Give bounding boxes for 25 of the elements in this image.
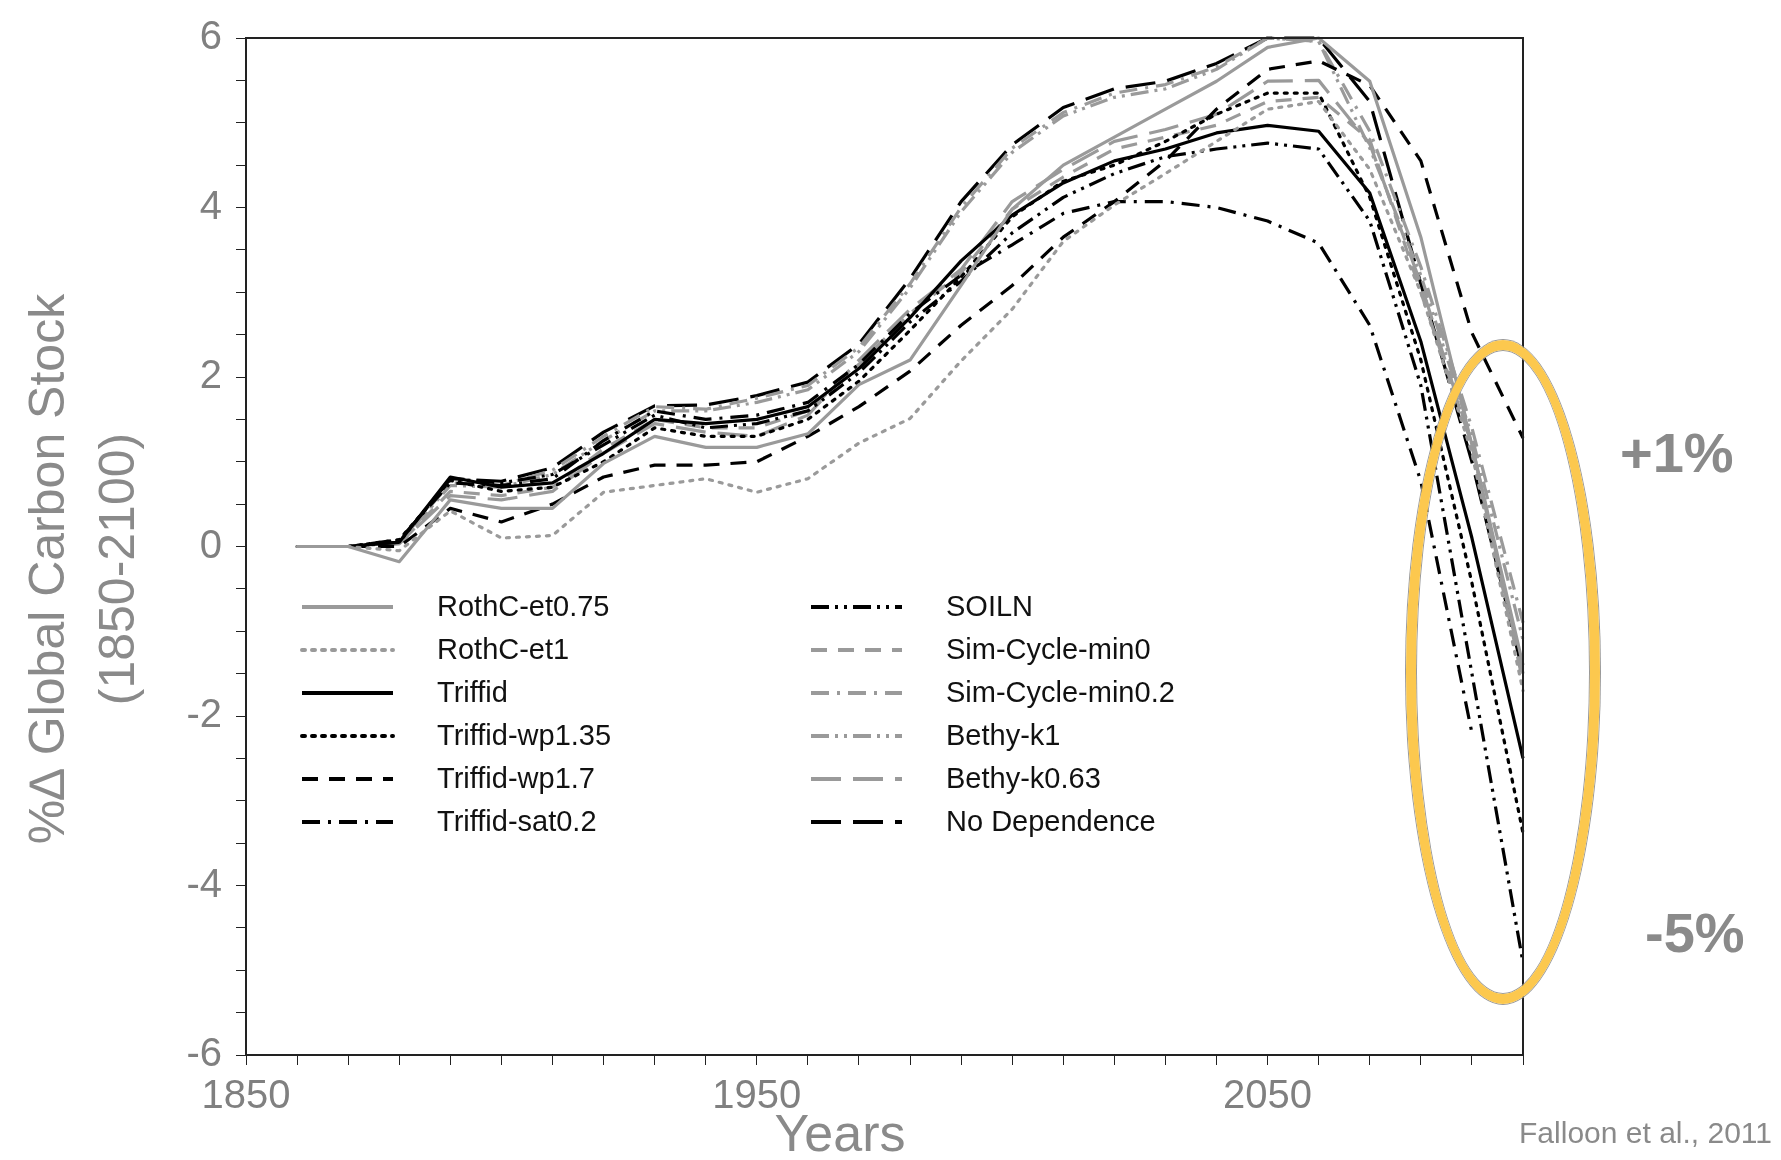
- y-tick-label: -6: [186, 1030, 222, 1075]
- y-tick-label: 6: [199, 13, 222, 58]
- y-tick-label: 2: [199, 352, 222, 397]
- legend-label: Sim-Cycle-min0.2: [946, 676, 1175, 709]
- legend-label: RothC-et1: [437, 633, 570, 666]
- legend-label: Sim-Cycle-min0: [946, 633, 1151, 666]
- y-tick-label: -2: [186, 691, 222, 736]
- x-tick-label: 1850: [201, 1072, 291, 1117]
- legend-label: Triffid: [437, 676, 508, 709]
- y-tick-label: 0: [199, 521, 222, 566]
- y-tick-label: -4: [186, 860, 222, 905]
- legend-label: Bethy-k1: [946, 719, 1061, 752]
- legend-label: Triffid-sat0.2: [437, 805, 597, 838]
- legend-label: RothC-et0.75: [437, 590, 610, 623]
- text: +1%: [1620, 420, 1734, 485]
- legend-label: Triffid-wp1.7: [437, 762, 595, 795]
- legend-label: No Dependence: [946, 805, 1156, 838]
- legend-label: Triffid-wp1.35: [437, 719, 612, 752]
- text: -5%: [1645, 900, 1745, 965]
- text: Falloon et al., 2011: [1519, 1116, 1772, 1150]
- legend-label: Bethy-k0.63: [946, 762, 1101, 795]
- y-axis-title: %∆ Global Carbon Stock (1850-2100): [18, 292, 146, 847]
- x-tick-label: 2050: [1223, 1072, 1313, 1117]
- legend-label: SOILN: [946, 590, 1034, 623]
- y-tick-label: 4: [199, 182, 222, 227]
